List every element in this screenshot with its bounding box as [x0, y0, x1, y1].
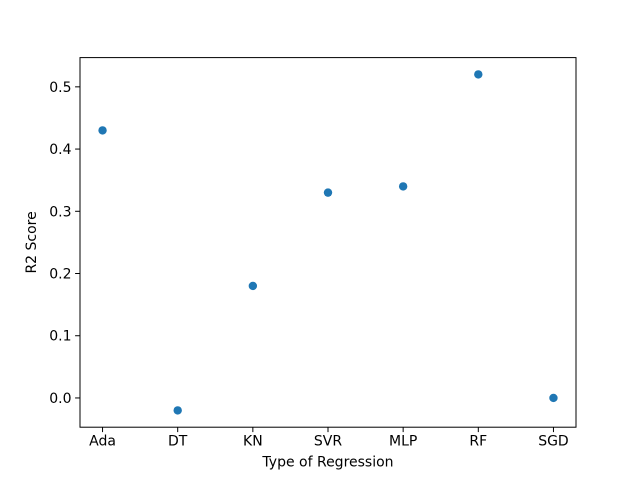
y-tick-label: 0.3	[49, 204, 71, 220]
data-point-sgd	[549, 393, 558, 403]
y-tick-label: 0.4	[49, 142, 71, 158]
y-axis-title: R2 Score	[24, 211, 40, 273]
y-tick-label: 0.5	[49, 80, 71, 96]
x-axis-title: Type of Regression	[261, 455, 393, 471]
x-tick-label: SGD	[538, 434, 569, 450]
data-point-ada	[98, 126, 107, 135]
data-points	[98, 70, 558, 415]
plot-frame	[79, 57, 577, 428]
data-point-rf	[474, 70, 483, 79]
y-axis-ticks: 0.0 0.1 0.2 0.3 0.4 0.5	[49, 80, 80, 407]
x-tick-label: DT	[168, 434, 188, 450]
data-point-dt	[173, 406, 182, 415]
data-point-kn	[248, 281, 258, 291]
y-tick-label: 0.1	[49, 329, 71, 345]
x-tick-label: MLP	[389, 434, 417, 450]
x-tick-label: RF	[469, 434, 487, 450]
x-tick-label: Ada	[89, 434, 116, 450]
x-tick-label: KN	[243, 434, 263, 450]
data-point-svr	[323, 188, 333, 197]
y-tick-label: 0.2	[49, 267, 71, 283]
y-tick-label: 0.0	[49, 391, 71, 407]
x-axis-ticks: Ada DT KN SVR MLP RF SGD	[89, 427, 569, 450]
data-point-mlp	[398, 182, 408, 191]
x-tick-label: SVR	[314, 434, 342, 450]
